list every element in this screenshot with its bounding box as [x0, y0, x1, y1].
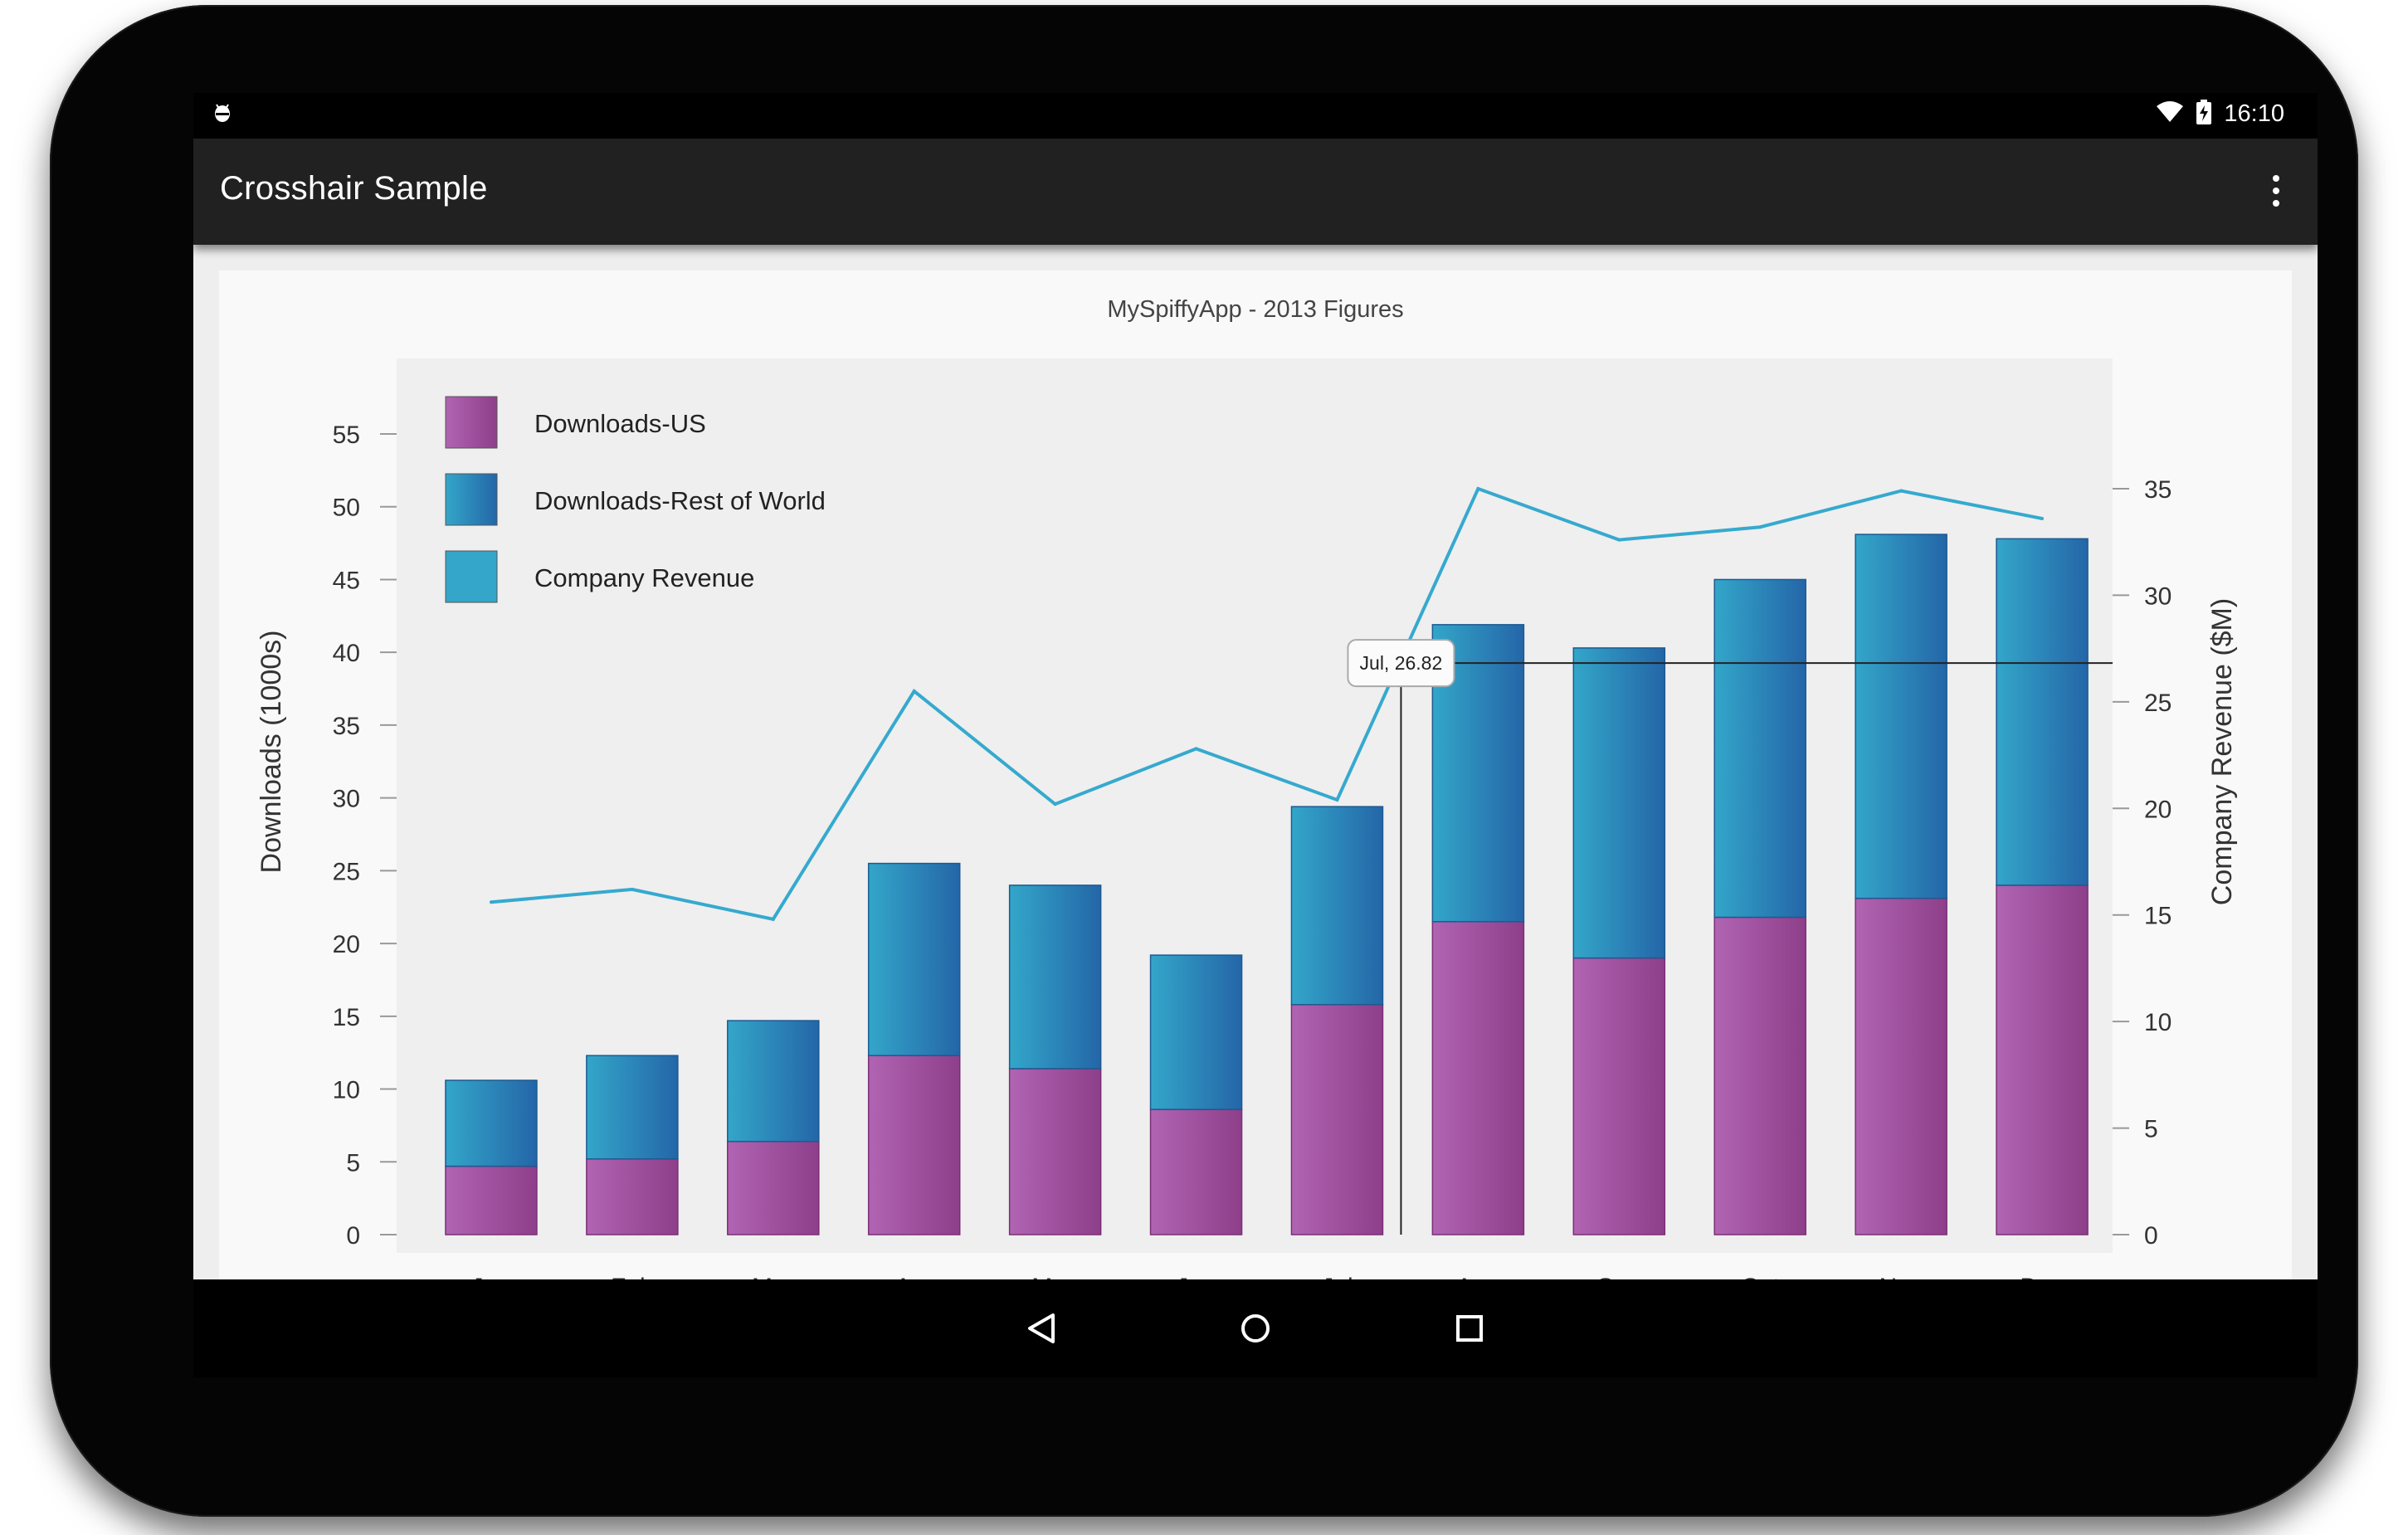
legend: Downloads-US Downloads-Rest of World Compa…: [445, 396, 826, 603]
revenue-point[interactable]: [1053, 802, 1057, 806]
android-debug-icon: [212, 101, 233, 130]
bar-downloads-us[interactable]: [867, 1055, 961, 1235]
revenue-point[interactable]: [1758, 525, 1762, 529]
bar-downloads-us[interactable]: [727, 1140, 820, 1235]
bar-downloads-rest-of-world[interactable]: [586, 1055, 679, 1160]
home-circle-icon: [1241, 1314, 1270, 1343]
device-screen: 16:10 Crosshair Sample MySpiffyApp - 201…: [193, 93, 2318, 1377]
revenue-point[interactable]: [489, 900, 493, 904]
y-tick-label: 35: [333, 713, 360, 740]
bar-downloads-us[interactable]: [1431, 921, 1525, 1235]
crosshair-label-box: [1347, 639, 1455, 688]
status-icons: 16:10: [2156, 100, 2284, 129]
status-time: 16:10: [2224, 100, 2284, 127]
bar-downloads-us[interactable]: [445, 1165, 538, 1235]
back-button[interactable]: [996, 1287, 1087, 1370]
legend-swatch: [445, 473, 498, 526]
y-tick-label: 45: [333, 567, 360, 594]
legend-label: Downloads-Rest of World: [534, 486, 826, 515]
y-tick-label: 40: [333, 640, 360, 667]
status-bar: 16:10: [193, 93, 2318, 139]
revenue-point[interactable]: [630, 887, 634, 891]
bar-downloads-rest-of-world[interactable]: [727, 1020, 820, 1143]
y2-tick-label: 15: [2144, 903, 2172, 930]
y-tick-label: 15: [333, 1004, 360, 1031]
y-tick-label: 0: [346, 1222, 360, 1250]
y-tick-label: 5: [346, 1149, 360, 1177]
chart[interactable]: MySpiffyApp - 2013 Figures 0 5 10 15 20 25 30 3…: [219, 270, 2292, 1320]
bar-downloads-us[interactable]: [1572, 957, 1666, 1235]
bar-downloads-us[interactable]: [1713, 916, 1806, 1235]
action-bar: Crosshair Sample: [193, 139, 2318, 245]
y2-axis-title: Company Revenue ($M): [2206, 598, 2238, 905]
bar-downloads-rest-of-world[interactable]: [1149, 954, 1243, 1110]
y-axis-title: Downloads (1000s): [256, 631, 287, 874]
recents-square-icon: [1456, 1315, 1483, 1342]
y2-tick-label: 10: [2144, 1009, 2172, 1036]
bar-downloads-rest-of-world[interactable]: [1855, 534, 1947, 899]
bar-downloads-us[interactable]: [1290, 1004, 1384, 1235]
chart-card: MySpiffyApp - 2013 Figures 0 5 10 15 20 25 30 3…: [219, 270, 2292, 1320]
bar-downloads-us[interactable]: [586, 1158, 679, 1235]
tablet-frame: 16:10 Crosshair Sample MySpiffyApp - 201…: [50, 5, 2358, 1517]
revenue-point[interactable]: [1476, 487, 1480, 490]
bar-downloads-rest-of-world[interactable]: [1996, 538, 2089, 886]
back-triangle-icon: [1028, 1313, 1055, 1343]
y-tick-label: 25: [333, 858, 360, 885]
bar-downloads-rest-of-world[interactable]: [1008, 884, 1102, 1070]
y2-tick-label: 30: [2144, 582, 2172, 610]
bar-downloads-rest-of-world[interactable]: [1713, 578, 1806, 919]
more-vert-icon: [2273, 175, 2279, 182]
legend-label: Downloads-US: [534, 409, 706, 438]
crosshair: Jul, 26.82: [1347, 639, 2113, 1235]
navigation-bar: [193, 1279, 2318, 1377]
legend-swatch: [445, 396, 498, 449]
bar-downloads-rest-of-world[interactable]: [1572, 647, 1666, 959]
wifi-icon: [2156, 101, 2184, 127]
plot-area: [397, 358, 2113, 1253]
y-tick-label: 50: [333, 495, 360, 522]
bar-downloads-us[interactable]: [1996, 884, 2089, 1235]
bar-downloads-us[interactable]: [1149, 1109, 1243, 1235]
revenue-point[interactable]: [2040, 516, 2045, 520]
revenue-point[interactable]: [1335, 798, 1339, 802]
legend-label: Company Revenue: [534, 563, 754, 592]
bar-downloads-rest-of-world[interactable]: [445, 1079, 538, 1167]
y2-tick-label: 25: [2144, 690, 2172, 717]
chart-title: MySpiffyApp - 2013 Figures: [1107, 296, 1403, 323]
overflow-menu-button[interactable]: [2253, 163, 2299, 218]
y-tick-label: 10: [333, 1077, 360, 1104]
revenue-point[interactable]: [771, 917, 775, 921]
recents-button[interactable]: [1424, 1287, 1515, 1370]
bar-downloads-us[interactable]: [1855, 897, 1947, 1235]
content-area: MySpiffyApp - 2013 Figures 0 5 10 15 20 25 30 3…: [193, 245, 2318, 1320]
bar-downloads-rest-of-world[interactable]: [867, 862, 961, 1056]
revenue-point[interactable]: [1617, 538, 1621, 542]
bar-downloads-us[interactable]: [1008, 1068, 1102, 1235]
y2-tick-label: 5: [2144, 1116, 2158, 1143]
y-tick-label: 30: [333, 786, 360, 813]
bar-downloads-rest-of-world[interactable]: [1290, 806, 1384, 1006]
revenue-line-layer: [489, 486, 2045, 922]
revenue-point[interactable]: [1194, 747, 1198, 751]
legend-swatch: [445, 550, 498, 603]
y-tick-label: 20: [333, 931, 360, 958]
y2-tick-label: 20: [2144, 796, 2172, 823]
home-button[interactable]: [1210, 1287, 1301, 1370]
bars: [445, 534, 2089, 1235]
app-title: Crosshair Sample: [220, 170, 488, 207]
y2-tick-label: 35: [2144, 476, 2172, 504]
revenue-line[interactable]: [490, 486, 2043, 922]
revenue-point[interactable]: [912, 690, 916, 694]
revenue-point[interactable]: [1899, 489, 1903, 493]
battery-charging-icon: [2196, 100, 2212, 129]
crosshair-label: Jul, 26.82: [1360, 652, 1443, 674]
y2-tick-label: 0: [2144, 1222, 2158, 1250]
y-tick-label: 55: [333, 422, 360, 449]
